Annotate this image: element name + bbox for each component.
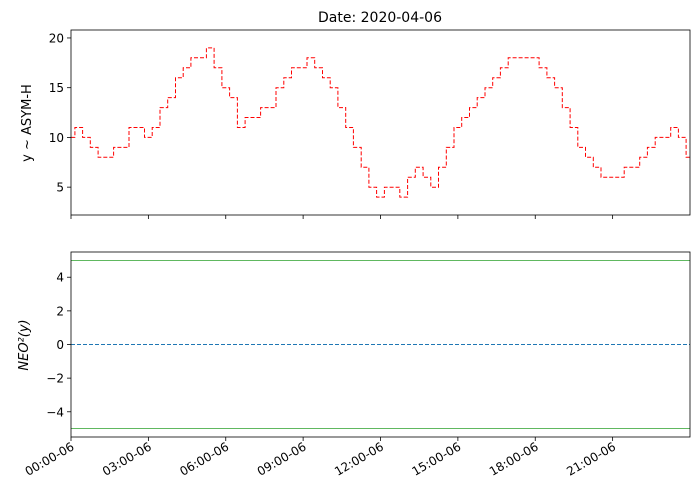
top-ylabel: y ~ ASYM-H xyxy=(20,84,35,162)
top-panel: y ~ ASYM-H 5 10 15 20 xyxy=(20,29,691,219)
top-ytick-label: 20 xyxy=(49,31,64,45)
bottom-series-group xyxy=(71,260,690,429)
figure-title: Date: 2020-04-06 xyxy=(318,10,442,26)
bottom-ytick-label: 2 xyxy=(56,304,64,318)
top-ytick-label: 10 xyxy=(49,131,64,145)
top-axis-ticks: 5 10 15 20 xyxy=(49,31,614,219)
top-series-line xyxy=(71,47,690,198)
top-ytick-label: 5 xyxy=(56,181,64,195)
bottom-ytick-label: 0 xyxy=(56,338,64,352)
bottom-plot-frame xyxy=(70,251,691,438)
top-ytick-label: 15 xyxy=(49,81,64,95)
bottom-ytick-label: 4 xyxy=(56,271,64,285)
bottom-ylabel: NEO²(y) xyxy=(17,319,32,370)
bottom-ytick-label: −2 xyxy=(46,372,64,386)
bottom-ytick-label: −4 xyxy=(46,405,64,419)
top-series-group xyxy=(71,47,690,198)
top-plot-frame xyxy=(70,29,691,216)
